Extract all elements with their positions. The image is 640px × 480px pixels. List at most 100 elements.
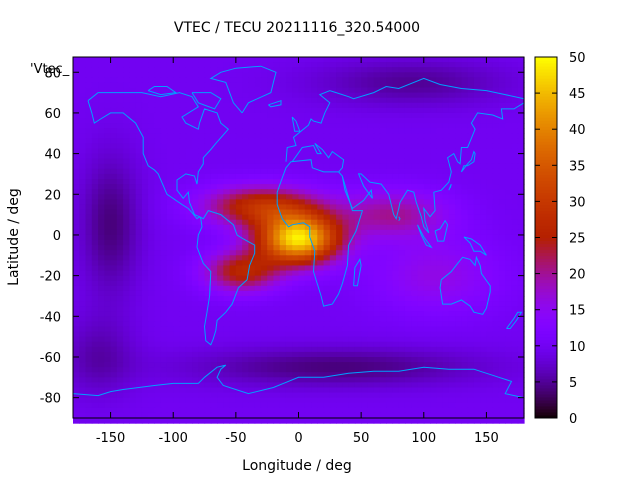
heatmap-cell [141, 295, 149, 302]
heatmap-cell [79, 265, 87, 272]
heatmap-cell [242, 275, 249, 282]
heatmap-cell [179, 163, 187, 170]
heatmap-cell [342, 280, 350, 287]
heatmap-cell [141, 341, 149, 348]
heatmap-cell [85, 336, 93, 343]
heatmap-cell [110, 87, 118, 94]
heatmap-cell [492, 346, 500, 353]
heatmap-cell [373, 270, 381, 277]
heatmap-cell [480, 168, 488, 175]
heatmap-cell [492, 351, 500, 358]
heatmap-cell [298, 189, 306, 195]
heatmap-cell [442, 372, 450, 378]
heatmap-cell [260, 163, 268, 170]
heatmap-cell [486, 331, 494, 338]
heatmap-cell [517, 280, 525, 287]
heatmap-cell [423, 102, 431, 109]
heatmap-cell [185, 382, 193, 389]
heatmap-cell [511, 372, 519, 378]
heatmap-cell [210, 397, 218, 404]
heatmap-cell [242, 224, 249, 231]
heatmap-cell [311, 112, 318, 119]
heatmap-cell [467, 158, 475, 165]
heatmap-cell [430, 148, 437, 155]
heatmap-cell [148, 57, 156, 63]
heatmap-cell [480, 341, 488, 348]
heatmap-cell [417, 153, 425, 160]
heatmap-cell [242, 168, 249, 175]
heatmap-cell [311, 148, 318, 155]
heatmap-cell [473, 290, 481, 297]
heatmap-cell [254, 224, 262, 231]
heatmap-cell [166, 402, 174, 409]
heatmap-cell [79, 138, 87, 145]
heatmap-cell [473, 112, 481, 119]
heatmap-cell [423, 153, 431, 160]
heatmap-cell [217, 351, 224, 358]
heatmap-cell [104, 260, 112, 267]
heatmap-cell [148, 295, 156, 302]
heatmap-cell [505, 326, 513, 333]
heatmap-cell [505, 341, 513, 348]
heatmap-cell [411, 250, 419, 256]
heatmap-cell [498, 153, 506, 160]
heatmap-cell [154, 168, 162, 175]
heatmap-cell [448, 240, 456, 246]
heatmap-cell [404, 82, 412, 89]
heatmap-cell [392, 240, 400, 246]
heatmap-cell [436, 234, 444, 241]
heatmap-cell [73, 219, 80, 226]
heatmap-cell [98, 250, 105, 256]
heatmap-cell [367, 387, 375, 394]
heatmap-cell [442, 148, 450, 155]
heatmap-cell [486, 87, 494, 94]
heatmap-cell [260, 234, 268, 241]
heatmap-cell [166, 270, 174, 277]
heatmap-cell [217, 362, 224, 368]
heatmap-cell [298, 123, 306, 129]
heatmap-cell [423, 133, 431, 139]
heatmap-cell [79, 397, 87, 404]
heatmap-cell [73, 189, 80, 195]
heatmap-cell [348, 372, 356, 378]
heatmap-cell [486, 351, 494, 358]
heatmap-cell [129, 402, 137, 409]
heatmap-cell [279, 224, 287, 231]
heatmap-cell [386, 382, 394, 389]
heatmap-cell [329, 57, 337, 63]
heatmap-cell [430, 87, 437, 94]
heatmap-cell [204, 209, 212, 216]
heatmap-cell [267, 214, 275, 221]
heatmap-cell [498, 331, 506, 338]
heatmap-cell [455, 336, 462, 343]
heatmap-cell [461, 143, 469, 150]
heatmap-cell [436, 128, 444, 134]
heatmap-cell [242, 143, 249, 150]
heatmap-cell [448, 138, 456, 145]
heatmap-cell [486, 392, 494, 399]
heatmap-cell [361, 112, 368, 119]
heatmap-cell [123, 346, 130, 353]
heatmap-cell [173, 326, 181, 333]
heatmap-cell [285, 214, 293, 221]
heatmap-cell [79, 240, 87, 246]
heatmap-cell [354, 346, 362, 353]
heatmap-cell [398, 112, 406, 119]
heatmap-cell [336, 336, 343, 343]
heatmap-cell [123, 280, 130, 287]
heatmap-cell [279, 321, 287, 328]
heatmap-cell [154, 153, 162, 160]
heatmap-cell [98, 204, 105, 211]
heatmap-cell [417, 138, 425, 145]
heatmap-cell [210, 382, 218, 389]
heatmap-cell [317, 265, 325, 272]
heatmap-cell [173, 301, 181, 307]
heatmap-cell [204, 199, 212, 206]
heatmap-cell [85, 346, 93, 353]
heatmap-cell [160, 245, 168, 251]
heatmap-cell [173, 341, 181, 348]
heatmap-cell [298, 229, 306, 236]
heatmap-cell [329, 133, 337, 139]
heatmap-cell [298, 341, 306, 348]
heatmap-cell [455, 112, 462, 119]
